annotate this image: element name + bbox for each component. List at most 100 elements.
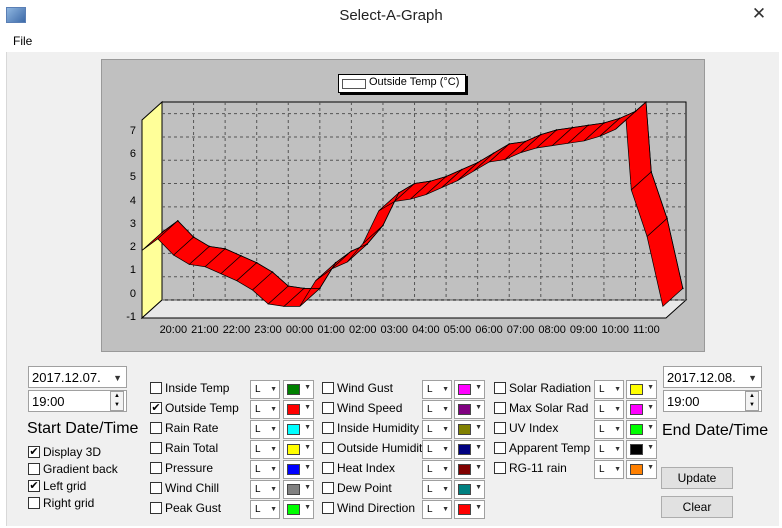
sensor-mode-select[interactable]: L ▼: [422, 440, 452, 459]
sensor-color-select[interactable]: ▼: [283, 420, 314, 439]
sensor-color-select[interactable]: ▼: [454, 440, 485, 459]
sensor-checkbox[interactable]: [494, 382, 506, 394]
sensor-checkbox[interactable]: [322, 382, 334, 394]
sensor-color-select[interactable]: ▼: [283, 500, 314, 519]
sensor-mode-select[interactable]: L ▼: [594, 380, 624, 399]
sensor-checkbox[interactable]: [150, 422, 162, 434]
sensor-checkbox[interactable]: [322, 502, 334, 514]
start-time-spinner[interactable]: ▲ ▼: [110, 391, 124, 411]
sensor-mode-select[interactable]: L ▼: [422, 380, 452, 399]
option-label: Left grid: [43, 479, 87, 493]
sensor-color-select[interactable]: ▼: [454, 420, 485, 439]
data-point: [618, 117, 621, 120]
sensor-checkbox[interactable]: [322, 462, 334, 474]
update-button[interactable]: Update: [661, 467, 733, 489]
sensor-color-select[interactable]: ▼: [283, 380, 314, 399]
sensor-mode-select[interactable]: L ▼: [422, 480, 452, 499]
sensor-mode-value: L: [427, 484, 433, 495]
chevron-down-icon: ▼: [647, 384, 654, 391]
chevron-down-icon: ▼: [270, 466, 277, 473]
sensor-mode-select[interactable]: L ▼: [422, 400, 452, 419]
color-swatch: [458, 464, 471, 475]
sensor-mode-select[interactable]: L ▼: [594, 440, 624, 459]
chevron-down-icon: ▼: [304, 464, 311, 471]
sensor-mode-select[interactable]: L ▼: [250, 440, 280, 459]
sensor-mode-select[interactable]: L ▼: [594, 460, 624, 479]
sensor-color-select[interactable]: ▼: [283, 460, 314, 479]
sensor-color-select[interactable]: ▼: [454, 380, 485, 399]
sensor-checkbox[interactable]: [322, 422, 334, 434]
x-tick-label: 09:00: [569, 324, 598, 336]
chevron-down-icon: ▼: [270, 386, 277, 393]
sensor-color-select[interactable]: ▼: [454, 400, 485, 419]
option-checkbox[interactable]: [28, 463, 40, 475]
close-icon[interactable]: ✕: [751, 4, 767, 23]
color-swatch: [630, 464, 643, 475]
data-point: [634, 110, 637, 113]
option-checkbox[interactable]: ✔: [28, 480, 40, 492]
start-date-picker[interactable]: 2017.12.07. ▼: [28, 366, 127, 388]
sensor-checkbox[interactable]: [494, 422, 506, 434]
sensor-label: Wind Gust: [337, 381, 394, 395]
data-point: [539, 133, 542, 136]
data-point: [461, 168, 463, 171]
sensor-mode-select[interactable]: L ▼: [250, 400, 280, 419]
data-point: [224, 247, 226, 250]
sensor-checkbox[interactable]: [150, 442, 162, 454]
sensor-color-select[interactable]: ▼: [626, 440, 657, 459]
start-time-field[interactable]: 19:00: [28, 390, 127, 412]
sensor-checkbox[interactable]: [494, 462, 506, 474]
sensor-color-select[interactable]: ▼: [626, 460, 657, 479]
sensor-color-select[interactable]: ▼: [626, 380, 657, 399]
sensor-mode-value: L: [255, 504, 261, 515]
data-point: [161, 231, 163, 234]
sensor-checkbox[interactable]: [322, 482, 334, 494]
x-tick-label: 05:00: [443, 324, 472, 336]
sensor-color-select[interactable]: ▼: [454, 500, 485, 519]
sensor-checkbox[interactable]: [150, 462, 162, 474]
sensor-color-select[interactable]: ▼: [283, 440, 314, 459]
sensor-checkbox[interactable]: [322, 402, 334, 414]
sensor-mode-select[interactable]: L ▼: [250, 480, 280, 499]
sensor-checkbox[interactable]: [150, 482, 162, 494]
option-label: Display 3D: [43, 445, 102, 459]
sensor-checkbox[interactable]: [494, 402, 506, 414]
data-point: [192, 236, 195, 238]
end-time-spinner[interactable]: ▲ ▼: [745, 391, 759, 411]
sensor-checkbox[interactable]: [322, 442, 334, 454]
sensor-mode-select[interactable]: L ▼: [594, 400, 624, 419]
sensor-color-select[interactable]: ▼: [283, 480, 314, 499]
sensor-mode-select[interactable]: L ▼: [250, 500, 280, 519]
sensor-color-select[interactable]: ▼: [454, 460, 485, 479]
sensor-checkbox[interactable]: [150, 502, 162, 514]
option-checkbox[interactable]: [28, 497, 40, 509]
sensor-color-select[interactable]: ▼: [454, 480, 485, 499]
chevron-down-icon: ▼: [270, 506, 277, 513]
color-swatch: [458, 444, 471, 455]
sensor-checkbox[interactable]: [494, 442, 506, 454]
data-point: [524, 140, 526, 143]
end-time-field[interactable]: 19:00: [663, 390, 762, 412]
sensor-mode-select[interactable]: L ▼: [422, 420, 452, 439]
menu-file[interactable]: File: [13, 34, 33, 48]
sensor-mode-select[interactable]: L ▼: [594, 420, 624, 439]
sensor-mode-select[interactable]: L ▼: [422, 460, 452, 479]
sensor-color-select[interactable]: ▼: [283, 400, 314, 419]
sensor-checkbox[interactable]: ✔: [150, 402, 162, 414]
menu-bar: [0, 32, 782, 50]
data-point: [176, 220, 179, 222]
sensor-color-select[interactable]: ▼: [626, 420, 657, 439]
sensor-color-select[interactable]: ▼: [626, 400, 657, 419]
color-swatch: [287, 384, 300, 395]
sensor-mode-select[interactable]: L ▼: [422, 500, 452, 519]
sensor-mode-select[interactable]: L ▼: [250, 460, 280, 479]
chevron-down-icon: ▼: [442, 426, 449, 433]
sensor-mode-value: L: [255, 484, 261, 495]
sensor-mode-select[interactable]: L ▼: [250, 380, 280, 399]
clear-button[interactable]: Clear: [661, 496, 733, 518]
sensor-mode-select[interactable]: L ▼: [250, 420, 280, 439]
sensor-checkbox[interactable]: [150, 382, 162, 394]
end-date-picker[interactable]: 2017.12.08. ▼: [663, 366, 762, 388]
x-tick-label: 08:00: [538, 324, 566, 336]
option-checkbox[interactable]: ✔: [28, 446, 40, 458]
